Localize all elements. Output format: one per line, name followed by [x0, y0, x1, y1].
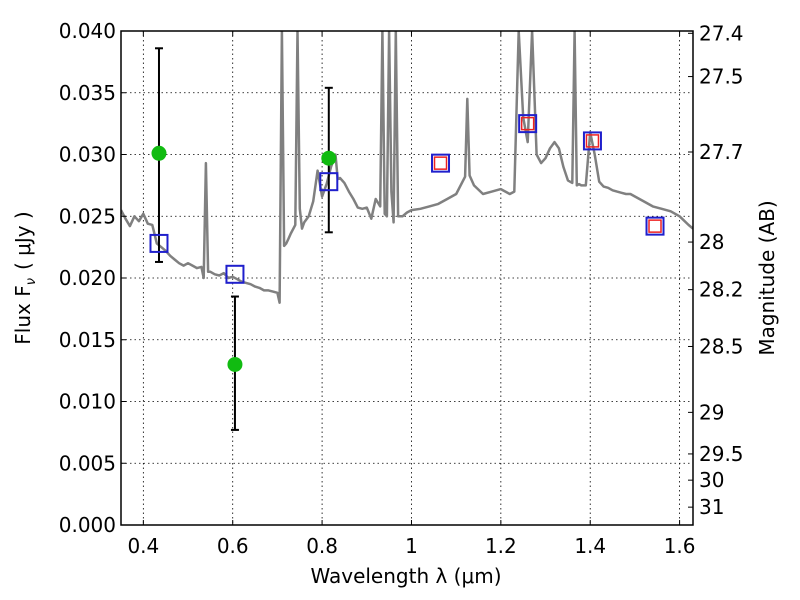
- y-tick-label: 0.015: [59, 328, 116, 352]
- x-tick-label: 1.2: [485, 534, 517, 558]
- y2-axis-label-group: Magnitude (AB): [755, 200, 779, 355]
- model-square-point: [225, 264, 245, 284]
- y-tick-label: 0.040: [59, 19, 116, 43]
- y2-tick-label: 29.5: [699, 442, 744, 466]
- x-tick-label: 1.4: [574, 534, 606, 558]
- model-square-point: [319, 172, 339, 192]
- y2-tick-label: 28: [699, 230, 724, 254]
- y2-tick-label: 31: [699, 495, 724, 519]
- error-bars-layer: [154, 47, 333, 431]
- x-axis-label: Wavelength λ (μm): [310, 564, 501, 588]
- y2-tick-label: 27.5: [699, 65, 744, 89]
- red-square-point: [433, 156, 448, 170]
- x-tick-label: 1: [405, 534, 418, 558]
- model-square-point: [518, 114, 538, 134]
- x-tick-label: 0.6: [217, 534, 249, 558]
- red-square-point: [585, 134, 600, 148]
- x-tick-label: 0.8: [306, 534, 338, 558]
- y2-tick-label: 29: [699, 400, 724, 424]
- y-tick-label: 0.000: [59, 513, 116, 537]
- y-tick-label: 0.025: [59, 204, 116, 228]
- spectrum-line: [121, 31, 693, 304]
- y-axis-label-group: Flux Fν( μJy ): [11, 211, 39, 344]
- red-square-point: [648, 219, 662, 233]
- ticks: 0.4 0.6 0.8 1 1.2 1.4 1.6 0.000 0.005 0.010 0.015 0…: [59, 19, 744, 558]
- y2-axis-label: Magnitude (AB): [755, 200, 779, 355]
- red-square-point: [520, 116, 535, 131]
- grid: [121, 30, 693, 526]
- y-tick-label: 0.010: [59, 390, 116, 414]
- y2-tick-label: 28.2: [699, 278, 744, 302]
- y2-tick-label: 30: [699, 468, 724, 492]
- model-square-point: [645, 216, 665, 236]
- spectrum-layer: [121, 31, 693, 304]
- y2-tick-label: 28.5: [699, 334, 744, 358]
- y-tick-label: 0.030: [59, 143, 116, 167]
- observed-point: [227, 356, 243, 372]
- model-square-point: [582, 131, 602, 151]
- y-axis-label: Flux Fν( μJy ): [11, 211, 39, 344]
- y-tick-label: 0.035: [59, 81, 116, 105]
- x-tick-label: 0.4: [127, 534, 159, 558]
- observed-point: [151, 145, 167, 161]
- y2-tick-label: 27.4: [699, 21, 744, 45]
- y-tick-label: 0.020: [59, 266, 116, 290]
- model-square-point: [149, 233, 169, 253]
- model-square-point: [431, 153, 451, 173]
- points-layer: [149, 114, 665, 372]
- y2-tick-label: 27.7: [699, 140, 744, 164]
- y-tick-label: 0.005: [59, 451, 116, 475]
- x-tick-label: 1.6: [664, 534, 696, 558]
- observed-point: [321, 150, 337, 166]
